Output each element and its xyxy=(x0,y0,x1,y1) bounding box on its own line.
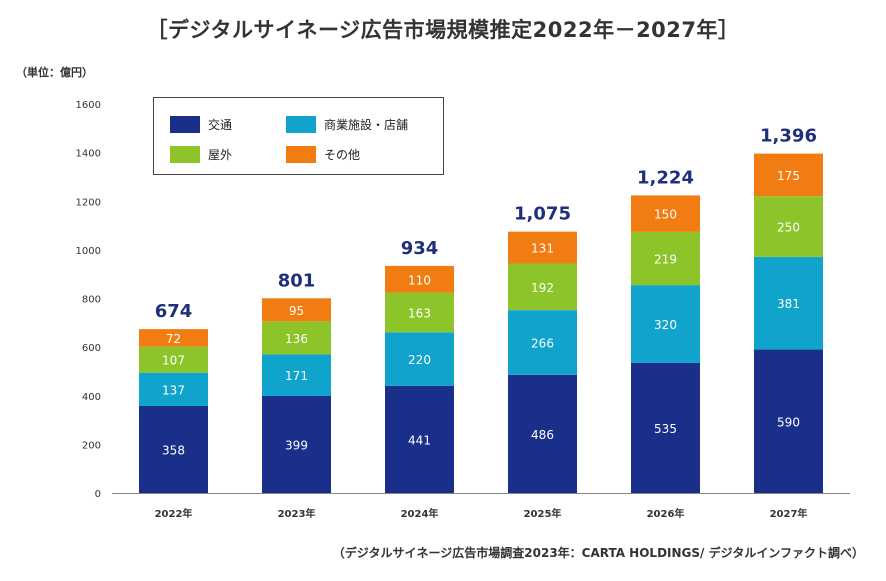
segment-value-label: 110 xyxy=(408,273,431,287)
bar-segment xyxy=(508,263,577,311)
x-category-label: 2027年 xyxy=(770,507,808,520)
chart-title: ［デジタルサイネージ広告市場規模推定2022年－2027年］ xyxy=(146,18,740,42)
legend-label: 屋外 xyxy=(208,148,232,162)
unit-label: （単位：億円） xyxy=(16,66,93,79)
segment-value-label: 192 xyxy=(531,281,554,295)
bar-segment xyxy=(754,153,823,197)
bar-segment xyxy=(262,354,331,396)
segment-value-label: 163 xyxy=(408,306,431,320)
total-label: 934 xyxy=(401,238,439,259)
total-label: 801 xyxy=(278,270,316,291)
y-tick-label: 600 xyxy=(82,343,101,354)
legend-swatch xyxy=(170,146,200,163)
segment-value-label: 95 xyxy=(289,304,304,318)
y-tick-label: 200 xyxy=(82,440,101,451)
bar-segment xyxy=(385,265,454,293)
bar-segment xyxy=(508,310,577,375)
bar-segment xyxy=(631,195,700,232)
segment-value-label: 441 xyxy=(408,433,431,447)
bar-segment xyxy=(631,362,700,493)
bar-segment xyxy=(385,385,454,493)
x-category-label: 2022年 xyxy=(155,507,193,520)
total-label: 1,396 xyxy=(760,126,817,147)
legend-swatch xyxy=(170,116,200,133)
bar-segment xyxy=(754,349,823,493)
y-tick-label: 0 xyxy=(95,489,101,500)
segment-value-label: 72 xyxy=(166,332,181,346)
legend-label: 交通 xyxy=(208,117,232,132)
y-tick-label: 1600 xyxy=(76,100,101,111)
segment-value-label: 358 xyxy=(162,443,185,457)
bar-segment xyxy=(631,231,700,286)
bar-segment xyxy=(754,196,823,257)
legend-label: 商業施設・店舗 xyxy=(324,117,408,132)
legend-swatch xyxy=(286,116,316,133)
segment-value-label: 220 xyxy=(408,353,431,367)
bar-segment xyxy=(631,285,700,363)
segment-value-label: 131 xyxy=(531,242,554,256)
source-note: （デジタルサイネージ広告市場調査2023年：CARTA HOLDINGS/ デジ… xyxy=(332,546,864,560)
segment-value-label: 320 xyxy=(654,318,677,332)
bar-segment xyxy=(754,256,823,350)
x-category-label: 2026年 xyxy=(647,507,685,520)
bar-segment xyxy=(385,332,454,386)
segment-value-label: 150 xyxy=(654,208,677,222)
segment-value-label: 590 xyxy=(777,415,800,429)
bar-segment xyxy=(139,329,208,347)
segment-value-label: 175 xyxy=(777,169,800,183)
axis-layer: 0 200 400 600 800 1000 1200 1400 1600 2022年 2023年 2… xyxy=(76,100,850,520)
segment-value-label: 107 xyxy=(162,354,185,368)
y-tick-label: 800 xyxy=(82,295,101,306)
bar-layer: 358 137 107 72 674 399 171 136 95 801 441 220 163 110… xyxy=(139,126,823,493)
legend-swatch xyxy=(286,146,316,163)
segment-value-label: 137 xyxy=(162,383,185,397)
segment-value-label: 399 xyxy=(285,438,308,452)
legend-label: その他 xyxy=(324,148,360,162)
x-category-label: 2024年 xyxy=(401,507,439,520)
segment-value-label: 266 xyxy=(531,337,554,351)
bar-segment xyxy=(139,346,208,373)
y-tick-label: 400 xyxy=(82,392,101,403)
segment-value-label: 136 xyxy=(285,332,308,346)
y-tick-label: 1000 xyxy=(76,246,101,257)
segment-value-label: 486 xyxy=(531,428,554,442)
segment-value-label: 171 xyxy=(285,369,308,383)
total-label: 1,224 xyxy=(637,167,694,188)
bar-segment xyxy=(508,374,577,493)
bar-segment xyxy=(385,292,454,333)
total-label: 1,075 xyxy=(514,204,571,225)
segment-value-label: 219 xyxy=(654,253,677,267)
bar-segment xyxy=(139,372,208,406)
y-tick-label: 1200 xyxy=(76,197,101,208)
y-tick-label: 1400 xyxy=(76,149,101,160)
bar-segment xyxy=(262,395,331,493)
x-category-label: 2025年 xyxy=(524,507,562,520)
bar-segment xyxy=(139,405,208,493)
x-category-label: 2023年 xyxy=(278,507,316,520)
segment-value-label: 535 xyxy=(654,422,677,436)
bar-segment xyxy=(508,231,577,264)
total-label: 674 xyxy=(155,301,193,322)
bar-segment xyxy=(262,321,331,355)
segment-value-label: 381 xyxy=(777,297,800,311)
bar-segment xyxy=(262,298,331,322)
segment-value-label: 250 xyxy=(777,221,800,235)
